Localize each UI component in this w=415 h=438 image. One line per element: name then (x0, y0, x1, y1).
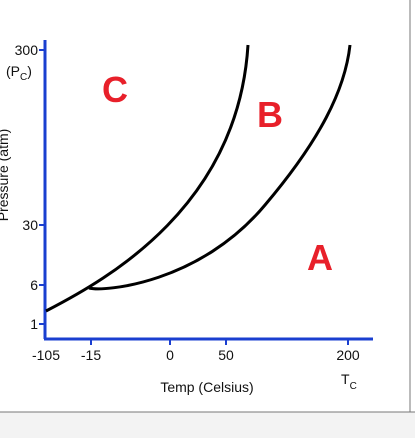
y-axis-title: Pressure (atm) (0, 129, 11, 222)
x-axis-title: Temp (Celsius) (160, 379, 253, 395)
bottom-strip (0, 412, 415, 438)
y-tick-label: 1 (30, 316, 38, 332)
y-tick-label: 6 (30, 277, 38, 293)
region-label: C (102, 69, 128, 110)
text: C (20, 72, 27, 83)
region-label: A (307, 237, 333, 278)
x-tick-label: 50 (218, 347, 234, 363)
y-tick-label: 300 (15, 42, 39, 58)
region-label: B (257, 94, 283, 135)
text: ) (27, 63, 32, 79)
phase-curve (88, 44, 352, 291)
tick-marks (39, 49, 349, 345)
y-tick-label: 30 (22, 217, 38, 233)
x-tick-label: 200 (336, 347, 360, 363)
phase-curve (45, 44, 250, 313)
x-tick-label: -15 (81, 347, 101, 363)
text: (P (6, 63, 20, 79)
text: T (341, 371, 350, 387)
x-critical-label: TC (341, 371, 357, 392)
y-critical-label: (PC) (6, 63, 32, 83)
x-tick-label: -105 (32, 347, 60, 363)
text: C (350, 381, 357, 392)
x-tick-label: 0 (166, 347, 174, 363)
